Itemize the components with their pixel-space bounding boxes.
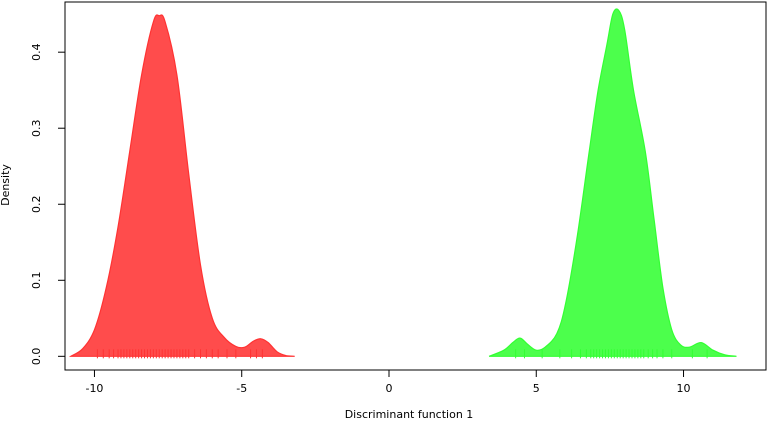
y-tick-label: 0.0 — [30, 348, 43, 366]
density-area-2 — [488, 8, 737, 357]
x-axis: -10 -5 0 5 10 — [85, 369, 691, 395]
y-tick-label: 0.4 — [30, 43, 43, 61]
y-tick-label: 0.1 — [30, 272, 43, 290]
x-tick-label: 10 — [677, 382, 691, 395]
y-tick-label: 0.3 — [30, 119, 43, 137]
y-axis-title: Density — [0, 164, 12, 206]
y-tick-label: 0.2 — [30, 195, 43, 213]
x-axis-title: Discriminant function 1 — [345, 408, 474, 421]
density-areas — [68, 8, 737, 357]
x-tick-label: -5 — [236, 382, 247, 395]
x-tick-label: 5 — [533, 382, 540, 395]
density-area-1 — [68, 14, 295, 357]
rug-marks — [96, 349, 708, 359]
x-tick-label: 0 — [385, 382, 392, 395]
x-tick-label: -10 — [85, 382, 103, 395]
y-axis: 0.0 0.1 0.2 0.3 0.4 — [30, 43, 66, 366]
